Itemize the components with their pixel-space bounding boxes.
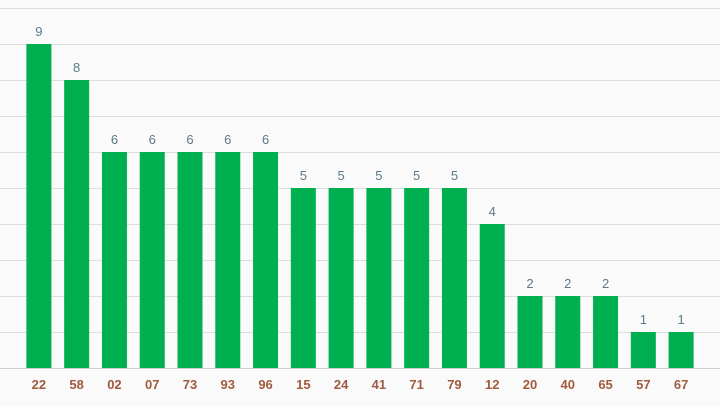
value-label-24: 5 bbox=[337, 168, 344, 183]
x-tick-label-12: 12 bbox=[485, 377, 499, 392]
value-label-71: 5 bbox=[413, 168, 420, 183]
value-label-96: 6 bbox=[262, 132, 269, 147]
bar-79 bbox=[441, 188, 467, 368]
value-label-07: 6 bbox=[149, 132, 156, 147]
x-tick-label-40: 40 bbox=[561, 377, 575, 392]
bar-73 bbox=[177, 152, 203, 368]
bar-15 bbox=[290, 188, 316, 368]
value-labels: 9 8 6 6 6 6 6 5 5 5 5 5 4 2 2 2 1 1 bbox=[35, 24, 684, 327]
value-label-73: 6 bbox=[186, 132, 193, 147]
value-label-65: 2 bbox=[602, 276, 609, 291]
x-tick-label-73: 73 bbox=[183, 377, 197, 392]
value-label-22: 9 bbox=[35, 24, 42, 39]
x-tick-label-22: 22 bbox=[32, 377, 46, 392]
x-tick-label-15: 15 bbox=[296, 377, 310, 392]
x-tick-label-65: 65 bbox=[598, 377, 612, 392]
bar-41 bbox=[366, 188, 392, 368]
bar-22 bbox=[26, 44, 52, 368]
x-tick-label-58: 58 bbox=[69, 377, 83, 392]
value-label-58: 8 bbox=[73, 60, 80, 75]
value-label-93: 6 bbox=[224, 132, 231, 147]
bar-07 bbox=[139, 152, 165, 368]
bar-96 bbox=[253, 152, 279, 368]
x-tick-labels: 22 58 02 07 73 93 96 15 24 41 71 79 12 20 40 65 57 67 bbox=[32, 377, 689, 392]
x-tick-label-24: 24 bbox=[334, 377, 349, 392]
x-tick-label-71: 71 bbox=[409, 377, 423, 392]
x-tick-label-67: 67 bbox=[674, 377, 688, 392]
x-tick-label-20: 20 bbox=[523, 377, 537, 392]
x-tick-label-79: 79 bbox=[447, 377, 461, 392]
bars bbox=[26, 44, 694, 368]
bar-71 bbox=[404, 188, 430, 368]
bar-67 bbox=[668, 332, 694, 368]
value-label-02: 6 bbox=[111, 132, 118, 147]
value-label-67: 1 bbox=[677, 312, 684, 327]
bar-12 bbox=[479, 224, 505, 368]
x-tick-label-07: 07 bbox=[145, 377, 159, 392]
bar-02 bbox=[101, 152, 127, 368]
bar-93 bbox=[215, 152, 241, 368]
bar-65 bbox=[593, 296, 619, 368]
value-label-79: 5 bbox=[451, 168, 458, 183]
bar-57 bbox=[630, 332, 656, 368]
bar-20 bbox=[517, 296, 543, 368]
value-label-12: 4 bbox=[489, 204, 496, 219]
x-tick-label-57: 57 bbox=[636, 377, 650, 392]
value-label-15: 5 bbox=[300, 168, 307, 183]
bar-58 bbox=[64, 80, 90, 368]
x-tick-label-93: 93 bbox=[221, 377, 235, 392]
bar-40 bbox=[555, 296, 581, 368]
x-tick-label-96: 96 bbox=[258, 377, 272, 392]
value-label-57: 1 bbox=[640, 312, 647, 327]
x-tick-label-41: 41 bbox=[372, 377, 386, 392]
x-tick-label-02: 02 bbox=[107, 377, 121, 392]
value-label-40: 2 bbox=[564, 276, 571, 291]
bar-24 bbox=[328, 188, 354, 368]
value-label-20: 2 bbox=[526, 276, 533, 291]
value-label-41: 5 bbox=[375, 168, 382, 183]
